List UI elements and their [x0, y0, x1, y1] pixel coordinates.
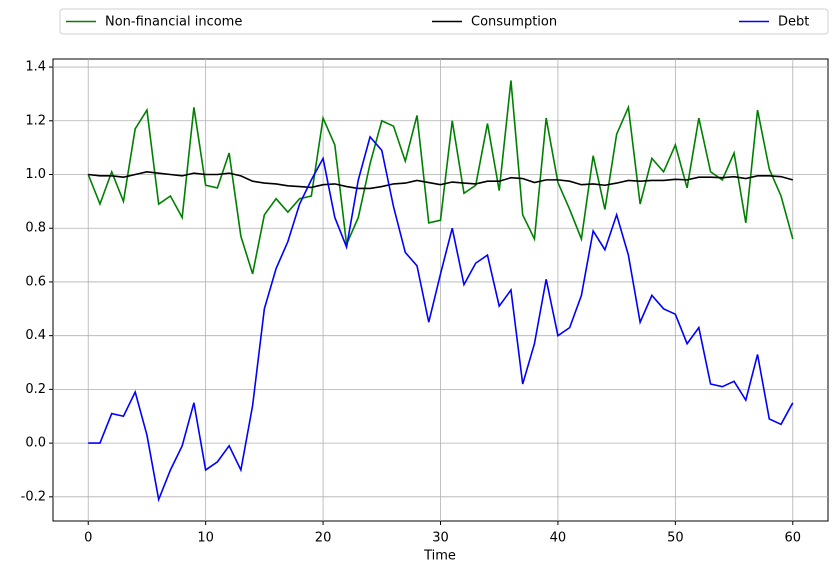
y-tick-label: 0.0	[25, 436, 46, 451]
x-tick-label: 50	[667, 531, 684, 546]
x-tick-label: 60	[784, 531, 801, 546]
y-tick-label: 1.2	[25, 113, 46, 128]
x-tick-label: 10	[197, 531, 214, 546]
data-line	[87, 80, 794, 275]
legend-label: Non-financial income	[105, 15, 242, 30]
y-tick-label: 0.6	[25, 274, 46, 289]
legend-label: Consumption	[471, 15, 557, 30]
y-tick-label: 0.8	[25, 221, 46, 236]
y-tick-label: -0.2	[21, 489, 46, 504]
y-tick-label: 0.2	[25, 382, 46, 397]
x-tick-label: 40	[550, 531, 567, 546]
y-tick-label: 1.4	[25, 60, 46, 75]
legend-label: Debt	[778, 15, 809, 30]
x-axis-label: Time	[423, 549, 456, 564]
x-tick-label: 0	[84, 531, 92, 546]
y-tick-label: 1.0	[25, 167, 46, 182]
data-line	[88, 135, 794, 503]
data-line	[88, 171, 793, 190]
x-tick-label: 20	[315, 531, 332, 546]
y-tick-label: 0.4	[25, 328, 46, 343]
x-tick-label: 30	[432, 531, 449, 546]
